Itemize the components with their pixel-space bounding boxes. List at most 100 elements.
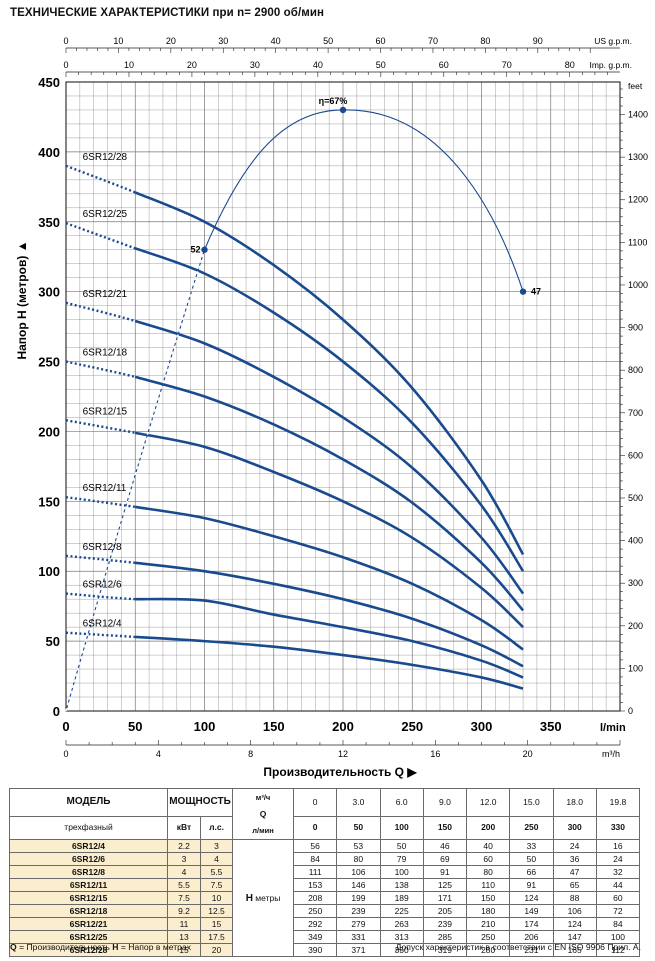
row-h-value: 33 xyxy=(509,839,554,853)
model-subheader: трехфазный xyxy=(9,815,168,841)
feet-axis-label: feet xyxy=(628,81,643,91)
q-m3h-value: 12.0 xyxy=(466,788,511,817)
curve-6SR12/11 xyxy=(135,505,524,651)
series-label: 6SR12/11 xyxy=(83,483,127,494)
q-lmin-value: 150 xyxy=(422,815,468,841)
row-model: 6SR12/11 xyxy=(9,878,168,892)
q-m3h-value: 15.0 xyxy=(509,788,554,817)
series-label: 6SR12/21 xyxy=(83,289,128,300)
row-h-value: 53 xyxy=(336,839,381,853)
curve-dotted-6SR12/6 xyxy=(65,592,136,601)
q-lmin-value: 50 xyxy=(336,815,381,841)
feet-tick-label: 700 xyxy=(628,408,643,418)
row-kw: 4 xyxy=(167,865,201,879)
row-h-value: 110 xyxy=(466,878,511,892)
feet-tick-label: 1100 xyxy=(628,237,647,247)
series-label: 6SR12/28 xyxy=(83,152,128,163)
row-h-value: 138 xyxy=(379,878,424,892)
imp-gpm-axis-tick-label: 60 xyxy=(439,60,449,70)
row-h-value: 100 xyxy=(379,865,424,879)
row-h-value: 124 xyxy=(509,891,554,905)
row-h-value: 65 xyxy=(552,878,597,892)
x-tick-label: 100 xyxy=(194,719,216,734)
chart-grid xyxy=(65,81,621,712)
feet-tick-label: 600 xyxy=(628,450,643,460)
y-tick-label: 0 xyxy=(53,704,60,719)
kw-header: кВт xyxy=(167,815,201,841)
row-h-value: 50 xyxy=(509,852,554,866)
feet-tick-label: 0 xyxy=(628,706,633,716)
row-h-value: 84 xyxy=(595,917,641,931)
row-h-value: 111 xyxy=(293,865,338,879)
table-row: 6SR12/8 4 5.5 111 106 100 91 80 66 47 32 xyxy=(9,865,641,879)
x-tick-label: 350 xyxy=(540,719,562,734)
hp-header: л.с. xyxy=(199,815,234,841)
series-label: 6SR12/6 xyxy=(83,580,122,591)
h-unit-label: H метры xyxy=(232,839,295,957)
curve-dotted-6SR12/11 xyxy=(65,495,136,509)
curve-dotted-6SR12/4 xyxy=(65,631,136,639)
row-kw: 2.2 xyxy=(167,839,201,853)
row-h-value: 84 xyxy=(293,852,338,866)
feet-tick-label: 500 xyxy=(628,493,643,503)
q-m3h-value: 9.0 xyxy=(422,788,468,817)
curve-6SR12/28 xyxy=(134,191,525,556)
row-model: 6SR12/21 xyxy=(9,917,168,931)
y-tick-label: 450 xyxy=(38,75,60,90)
chart-labels: 6SR12/28 6SR12/25 6SR12/21 6SR12/18 6SR12/15… xyxy=(83,96,541,630)
q-lmin-value: 100 xyxy=(379,815,424,841)
table-row: 6SR12/11 5.5 7.5 153 146 138 125 110 91 65 44 xyxy=(9,878,641,892)
imp-gpm-axis-tick-label: 20 xyxy=(187,60,197,70)
us-gpm-axis-tick-label: 90 xyxy=(533,36,543,46)
row-h-value: 349 xyxy=(293,930,338,944)
row-model: 6SR12/6 xyxy=(9,852,168,866)
y-tick-label: 50 xyxy=(46,634,60,649)
x-tick-label: 250 xyxy=(401,719,423,734)
imp-gpm-axis-tick-label: 50 xyxy=(376,60,386,70)
row-model: 6SR12/8 xyxy=(9,865,168,879)
m3h-tick-label: 4 xyxy=(156,749,161,759)
imp-gpm-axis-tick-label: 30 xyxy=(250,60,260,70)
table-row: 6SR12/6 3 4 84 80 79 69 60 50 36 24 xyxy=(9,852,641,866)
m3h-tick-label: 0 xyxy=(63,749,68,759)
row-h-value: 189 xyxy=(379,891,424,905)
m3h-unit-label: m³/h xyxy=(602,749,620,759)
series-label: 6SR12/18 xyxy=(83,348,128,359)
us-gpm-axis-tick-label: 50 xyxy=(323,36,333,46)
row-h-value: 50 xyxy=(379,839,424,853)
footer-h-text: = Напор в метрах xyxy=(118,942,192,952)
series-label: 6SR12/15 xyxy=(83,406,128,417)
row-model: 6SR12/18 xyxy=(9,904,168,918)
table-row: 6SR12/15 7.5 10 208 199 189 171 150 124 88 60 xyxy=(9,891,641,905)
row-model: 6SR12/4 xyxy=(9,839,168,853)
row-kw: 5.5 xyxy=(167,878,201,892)
row-h-value: 16 xyxy=(595,839,641,853)
curve-6SR12/25 xyxy=(134,247,525,572)
feet-tick-label: 1400 xyxy=(628,110,648,120)
row-h-value: 153 xyxy=(293,878,338,892)
efficiency-label-peak: η=67% xyxy=(319,96,348,106)
us-gpm-axis-label: US g.p.m. xyxy=(594,36,632,46)
row-h-value: 180 xyxy=(466,904,511,918)
q-lmin-value: 0 xyxy=(293,815,338,841)
x-tick-label: 50 xyxy=(128,719,142,734)
feet-tick-label: 900 xyxy=(628,323,643,333)
feet-tick-label: 100 xyxy=(628,663,643,673)
row-hp: 4 xyxy=(199,852,234,866)
m3h-tick-label: 20 xyxy=(523,749,533,759)
table-row: 6SR12/28 15 20 390 371 350 319 280 231 165 112 xyxy=(9,943,641,957)
row-kw: 11 xyxy=(167,917,201,931)
footer-q-symbol: Q xyxy=(10,942,17,952)
q-lmin-value: 200 xyxy=(466,815,511,841)
row-h-value: 239 xyxy=(336,904,381,918)
row-h-value: 225 xyxy=(379,904,424,918)
row-h-value: 279 xyxy=(336,917,381,931)
row-hp: 7.5 xyxy=(199,878,234,892)
curve-6SR12/8 xyxy=(135,561,524,668)
row-h-value: 150 xyxy=(466,891,511,905)
row-h-value: 106 xyxy=(552,904,597,918)
row-h-value: 390 xyxy=(293,943,338,957)
us-gpm-axis-tick-label: 30 xyxy=(218,36,228,46)
imp-gpm-axis-label: Imp. g.p.m. xyxy=(589,60,632,70)
